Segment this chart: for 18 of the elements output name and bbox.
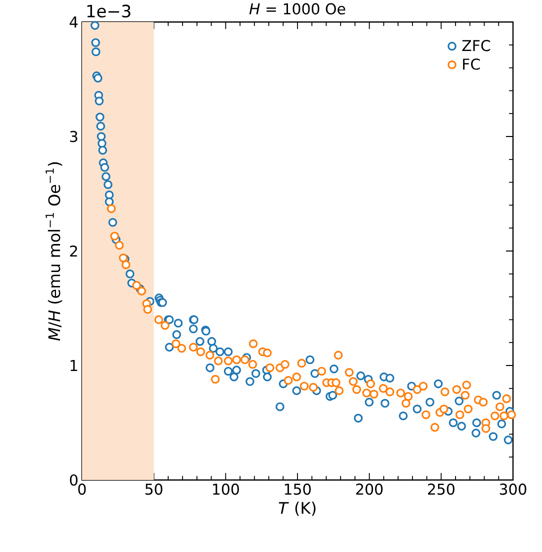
x-axis-title: T (K) [278,502,316,516]
legend-label: FC [463,58,480,70]
y-axis-title: M/H (emu mol$^{−1}$ Oe$^{−1}$) [46,162,62,341]
x-tick-label: 200 [356,484,383,495]
x-tick-label: 100 [213,484,239,495]
x-tick-label: 0 [78,484,86,495]
y-tick-label: 4 [70,16,78,28]
legend-label: ZFC [462,40,490,52]
x-tick-label: 250 [428,484,454,495]
y-tick-label: 2 [70,245,77,257]
chart-title: H = 1000 Oe [249,3,346,14]
x-tick-label: 150 [284,484,311,495]
text: 1e−3 [87,4,130,18]
y-tick-label: 0 [70,474,78,486]
y-tick-label: 3 [70,130,78,142]
x-tick-label: 300 [500,484,526,495]
y-tick-label: 1 [70,360,78,371]
x-tick-label: 50 [145,484,162,495]
